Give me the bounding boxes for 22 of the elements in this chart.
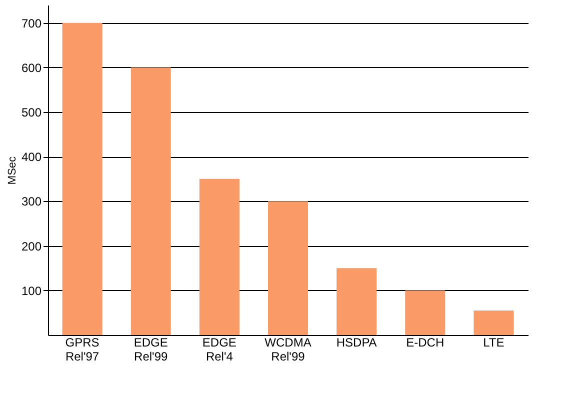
x-tick-label: WCDMA Rel'99 [264, 336, 312, 364]
bar [268, 201, 308, 335]
bar [405, 290, 446, 335]
y-tick-label: 500 [21, 106, 42, 120]
bar [130, 67, 171, 335]
y-tick-label: 700 [21, 16, 42, 30]
y-tick-label: 200 [21, 239, 42, 254]
y-tick-label: 300 [21, 194, 42, 209]
y-tick-label: 100 [21, 284, 42, 298]
x-tick-label: GPRS Rel'97 [65, 336, 100, 364]
x-tick-label: EDGE Rel'99 [134, 336, 168, 364]
y-tick-label: 600 [21, 60, 42, 75]
bar [62, 22, 102, 335]
bar [336, 268, 377, 335]
y-tick-label: 400 [21, 150, 42, 164]
x-tick-label: EDGE Rel'4 [202, 336, 236, 364]
x-tick-label: HSDPA [336, 336, 377, 350]
bar [199, 178, 240, 335]
y-axis-title: MSec [6, 156, 18, 185]
x-tick-label: E-DCH [406, 336, 444, 350]
x-tick-label: LTE [483, 336, 504, 350]
bar [474, 310, 514, 335]
